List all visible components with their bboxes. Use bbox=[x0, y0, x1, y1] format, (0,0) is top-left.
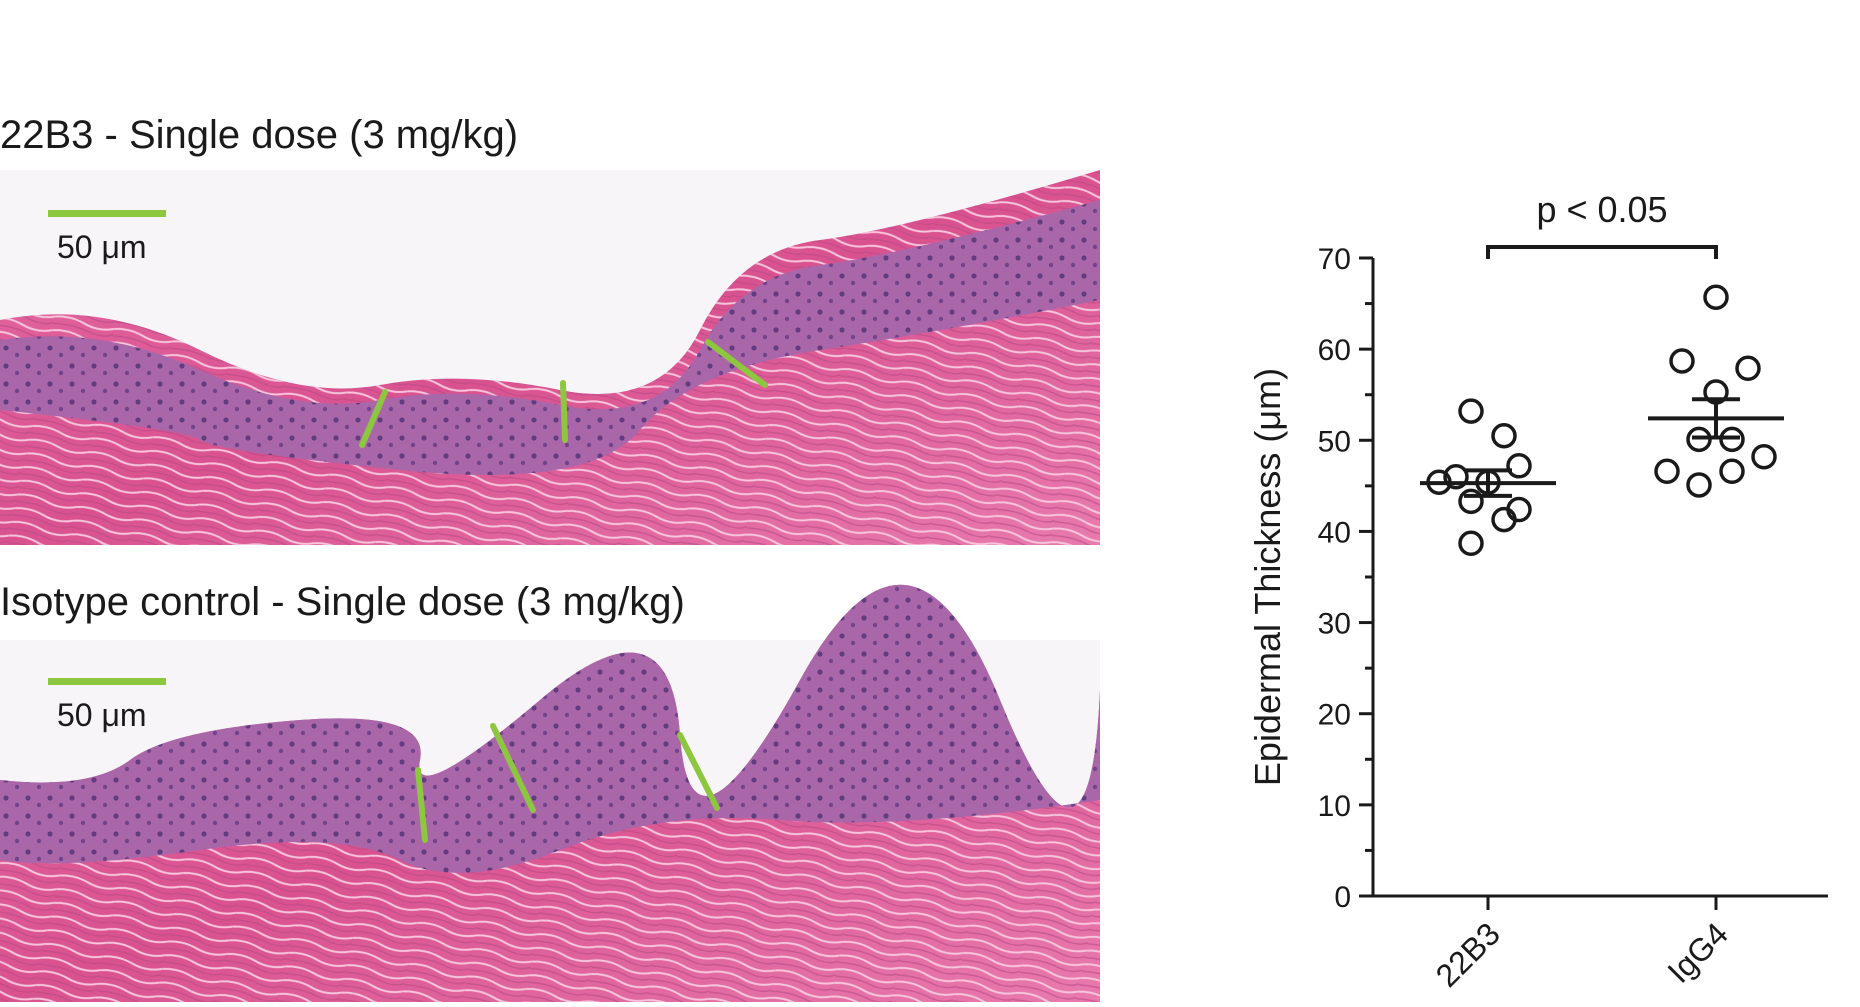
annotation: p < 0.05 bbox=[1536, 189, 1667, 230]
y-tick-label: 40 bbox=[1318, 516, 1351, 549]
data-point bbox=[1506, 496, 1532, 523]
chart: 0 10 20 30 40 50 60 70 Epidermal Thickness (μm) 2… bbox=[1247, 189, 1828, 994]
x-tick-label: IgG4 bbox=[1660, 915, 1735, 990]
histology-image: 50 μm bbox=[0, 584, 1100, 1002]
y-tick-label: 20 bbox=[1318, 699, 1351, 732]
data-point bbox=[1458, 488, 1484, 515]
panel-title: Isotype control - Single dose (3 mg/kg) bbox=[0, 580, 685, 624]
y-tick-label: 50 bbox=[1318, 425, 1351, 458]
data-point bbox=[1669, 348, 1695, 374]
y-tick-label: 30 bbox=[1318, 608, 1351, 641]
y-axis-label: Epidermal Thickness (μm) bbox=[1247, 368, 1288, 786]
data-point bbox=[1735, 355, 1761, 382]
data-point bbox=[1703, 284, 1729, 310]
data-point bbox=[1458, 530, 1484, 557]
data-point bbox=[1686, 472, 1712, 498]
y-tick-label: 60 bbox=[1318, 334, 1351, 367]
y-tick-label: 70 bbox=[1318, 243, 1351, 276]
data-point bbox=[1458, 398, 1484, 424]
x-tick-label: 22B3 bbox=[1429, 915, 1507, 993]
panel-title: 22B3 - Single dose (3 mg/kg) bbox=[0, 113, 518, 157]
data-point bbox=[1506, 453, 1532, 479]
scale-label: 50 μm bbox=[57, 697, 147, 733]
error-bar bbox=[1692, 397, 1740, 440]
data-point bbox=[1443, 463, 1469, 490]
significance-bracket bbox=[1486, 245, 1718, 259]
data-point bbox=[1654, 458, 1680, 485]
y-tick-label: 0 bbox=[1334, 881, 1351, 914]
scale-label: 50 μm bbox=[57, 229, 147, 265]
error-bar bbox=[1464, 468, 1512, 498]
data-point bbox=[1751, 443, 1777, 470]
y-tick-label: 10 bbox=[1318, 790, 1351, 823]
data-point bbox=[1491, 422, 1517, 449]
histology-image: 50 μm bbox=[0, 170, 1100, 545]
data-point bbox=[1719, 458, 1745, 485]
